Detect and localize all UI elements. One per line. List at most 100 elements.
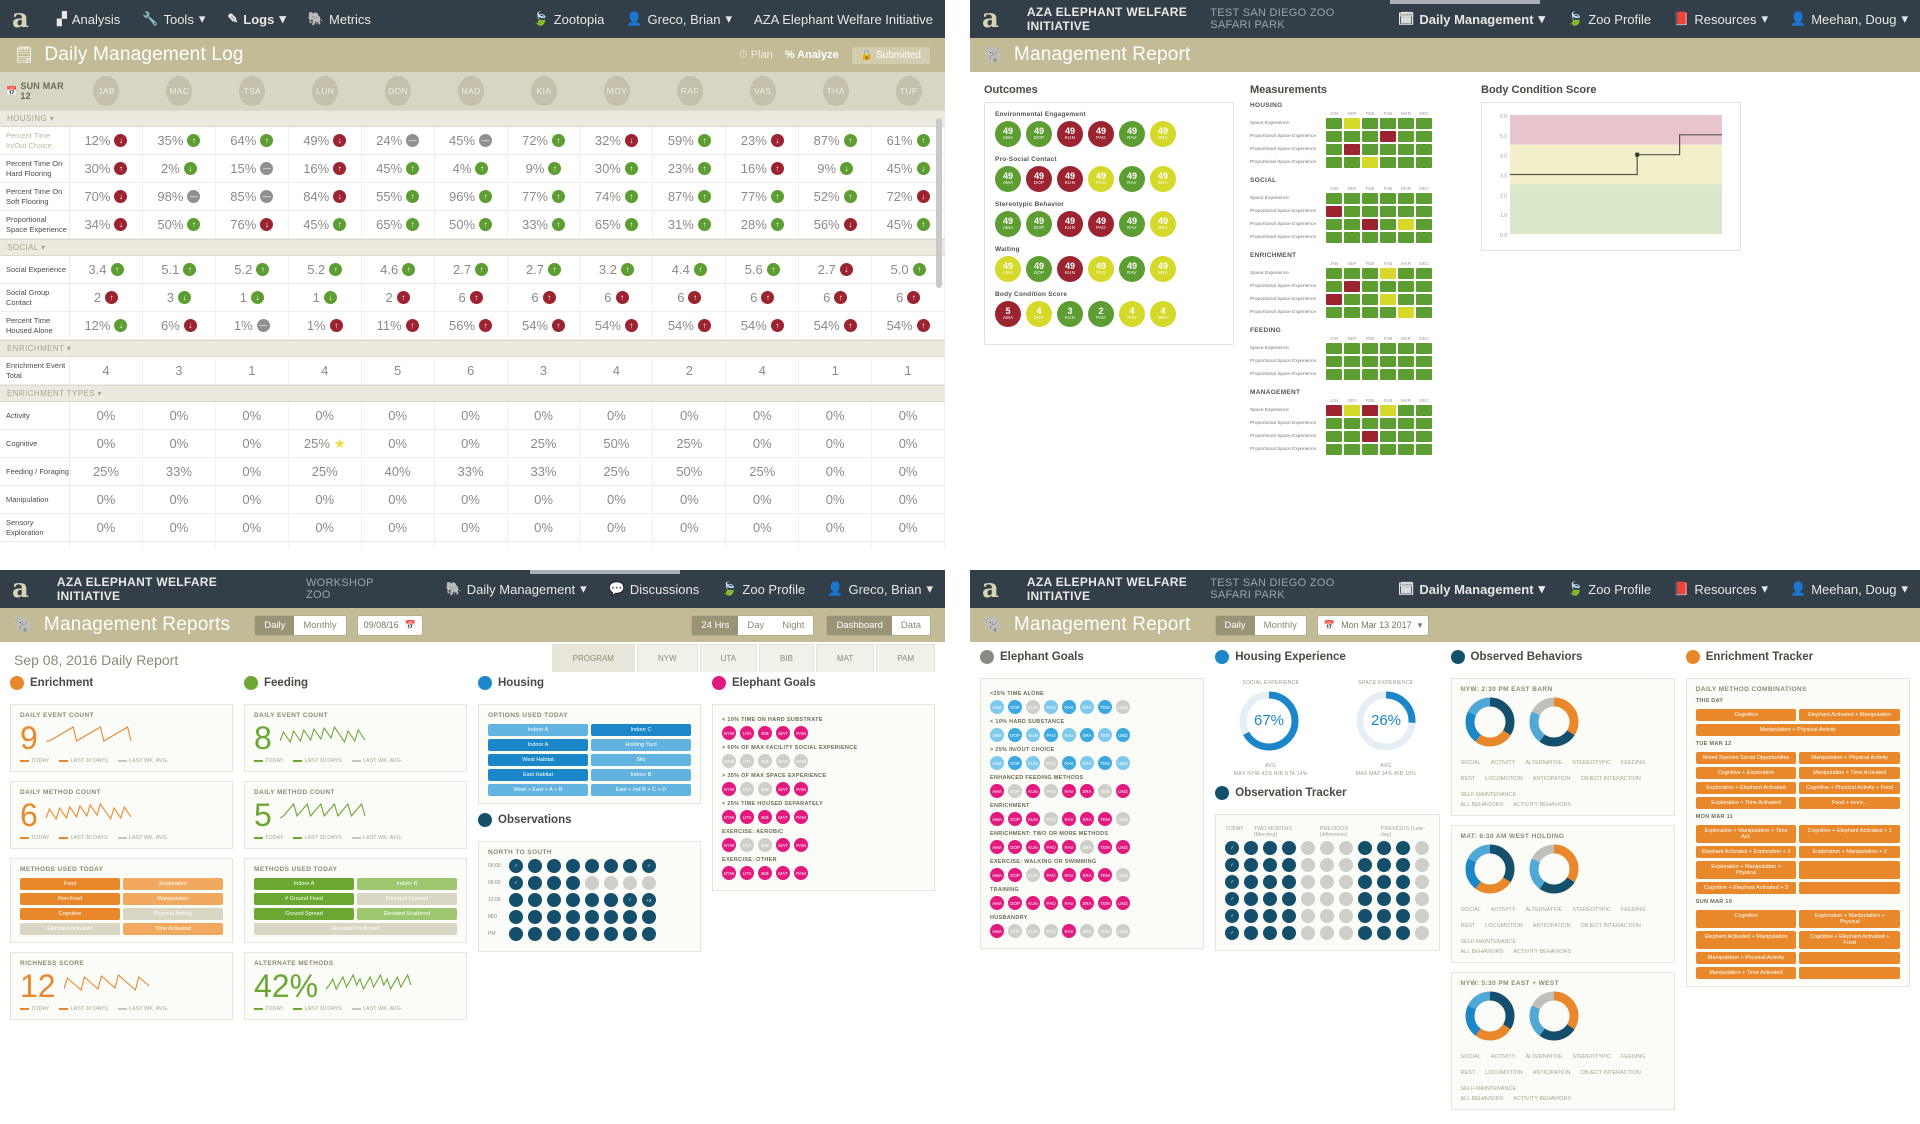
heatmap-cell[interactable] (1416, 343, 1432, 354)
goal-dot[interactable]: SRA (1080, 840, 1094, 854)
goal-dot[interactable]: DOP (1008, 756, 1022, 770)
table-cell[interactable]: 45% ↑ (872, 211, 945, 238)
table-cell[interactable]: 0% (653, 514, 727, 541)
tracker-dot[interactable] (1244, 875, 1259, 889)
elephant-col-10[interactable]: THA (799, 76, 872, 106)
tracker-dot[interactable] (1415, 926, 1430, 940)
table-cell[interactable]: 2.7 ↑ (435, 256, 508, 283)
heatmap-cell[interactable] (1344, 343, 1360, 354)
tracker-dot[interactable] (1301, 841, 1316, 855)
date-picker[interactable]: 09/08/16 📅 (356, 614, 423, 636)
heatmap-cell[interactable] (1344, 418, 1360, 429)
table-cell[interactable]: 0% (508, 402, 581, 429)
heatmap-cell[interactable] (1398, 118, 1414, 129)
method-chip[interactable]: West + East + A + B (488, 784, 588, 796)
table-cell[interactable]: 25% (70, 458, 143, 485)
goal-dot[interactable]: TEM (1098, 924, 1112, 938)
observation-dot[interactable] (547, 859, 561, 873)
enrichment-chip[interactable]: Exploration + Manipulation + Physical (1799, 910, 1900, 928)
table-cell[interactable]: 25% ★ (289, 430, 362, 457)
heatmap-cell[interactable] (1416, 281, 1432, 292)
table-cell[interactable]: 4.4 ↑ (653, 256, 727, 283)
goal-dot[interactable]: PAO (1044, 812, 1058, 826)
outcome-dot[interactable]: 49 PAO (1088, 211, 1114, 237)
outcome-dot[interactable]: 49 SRA (1150, 121, 1176, 147)
tracker-dot[interactable] (1320, 875, 1335, 889)
nav-resources[interactable]: 📕 Resources ▾ (1673, 581, 1768, 597)
elephant-col-8[interactable]: RAF (653, 76, 726, 106)
goal-dot[interactable]: KUN (1026, 924, 1040, 938)
heatmap-cell[interactable] (1416, 232, 1432, 243)
heatmap-cell[interactable] (1344, 232, 1360, 243)
enrichment-chip[interactable]: Manipulation + Time Activated (1799, 767, 1900, 779)
tracker-dot[interactable] (1263, 841, 1278, 855)
goal-dot[interactable]: SRA (1080, 756, 1094, 770)
observation-dot[interactable]: +2 (642, 893, 656, 907)
period-monthly[interactable]: Monthly (294, 615, 346, 635)
table-cell[interactable]: 28% ↑ (726, 211, 800, 238)
mode-toggle[interactable]: Dashboard Data (826, 614, 931, 636)
goal-dot[interactable]: PAO (1044, 756, 1058, 770)
goal-dot[interactable]: DOP (1008, 784, 1022, 798)
goal-dot[interactable]: PAO (1044, 728, 1058, 742)
table-cell[interactable]: 6 ↑ (726, 284, 800, 311)
method-chip[interactable]: Elephant Activated (20, 923, 120, 935)
heatmap-cell[interactable] (1326, 206, 1342, 217)
enrichment-chip[interactable]: Exploration + Manipulation + 2 (1799, 846, 1900, 858)
tracker-dot[interactable] (1377, 892, 1392, 906)
goal-dot[interactable]: RAV (1062, 784, 1076, 798)
heatmap-cell[interactable] (1380, 219, 1396, 230)
heatmap-cell[interactable] (1398, 356, 1414, 367)
mode-dashboard[interactable]: Dashboard (827, 615, 892, 635)
table-cell[interactable]: 98% — (143, 183, 216, 210)
goal-dot[interactable]: NYW (722, 838, 736, 852)
heatmap-cell[interactable] (1416, 118, 1432, 129)
outcome-dot[interactable]: 49 RAV (1119, 211, 1145, 237)
heatmap-cell[interactable] (1362, 131, 1378, 142)
tracker-check-icon[interactable]: ✓ (1225, 892, 1240, 906)
table-cell[interactable]: 5.2 ↑ (216, 256, 289, 283)
goal-dot[interactable]: UMZ (1116, 784, 1130, 798)
tracker-dot[interactable] (1282, 875, 1297, 889)
observation-dot[interactable] (604, 927, 618, 941)
observation-dot[interactable] (585, 910, 599, 924)
heatmap-cell[interactable] (1398, 418, 1414, 429)
tab-nyw[interactable]: NYW (636, 644, 698, 672)
table-cell[interactable]: 0% (216, 458, 289, 485)
status-badge[interactable]: 🔒 Submitted (850, 45, 931, 65)
dml-group-header[interactable]: HOUSING ▾ (0, 110, 945, 127)
outcome-dot[interactable]: 4 DOP (1026, 301, 1052, 327)
table-cell[interactable]: 30% ↑ (70, 155, 143, 182)
tab-pam[interactable]: PAM (876, 644, 935, 672)
heatmap-cell[interactable] (1362, 118, 1378, 129)
heatmap-cell[interactable] (1416, 294, 1432, 305)
enrichment-chip[interactable] (1799, 882, 1900, 894)
heatmap-cell[interactable] (1398, 369, 1414, 380)
heatmap-cell[interactable] (1344, 431, 1360, 442)
goal-dot[interactable]: SRA (1080, 924, 1094, 938)
table-cell[interactable]: 4 (580, 357, 654, 384)
enrichment-chip[interactable]: Mixed Species Social Opportunities (1695, 752, 1797, 764)
app-logo-icon[interactable]: a (12, 4, 29, 34)
observation-dot[interactable] (528, 910, 542, 924)
observation-dot[interactable] (566, 893, 580, 907)
elephant-col-4[interactable]: DON (362, 76, 435, 106)
nav-initiative[interactable]: AZA Elephant Welfare Initiative (754, 11, 933, 27)
outcome-dot[interactable]: 49 SRA (1150, 256, 1176, 282)
enrichment-chip[interactable] (1799, 861, 1900, 879)
heatmap-cell[interactable] (1380, 356, 1396, 367)
table-cell[interactable]: 64% ↑ (216, 127, 289, 154)
observation-dot[interactable]: ✓ (509, 859, 523, 873)
goal-dot[interactable]: PAO (1044, 868, 1058, 882)
goal-dot[interactable]: TEM (1098, 812, 1112, 826)
tracker-dot[interactable] (1301, 926, 1316, 940)
tracker-dot[interactable] (1244, 841, 1259, 855)
observation-dot[interactable] (585, 859, 599, 873)
heatmap-cell[interactable] (1344, 131, 1360, 142)
method-chip[interactable]: Food (20, 878, 120, 890)
table-cell[interactable]: 0% (216, 430, 289, 457)
table-cell[interactable]: 0% (362, 486, 435, 513)
table-cell[interactable]: 5.1 ↑ (143, 256, 216, 283)
table-cell[interactable]: 54% ↑ (726, 312, 800, 339)
table-cell[interactable]: 77% ↑ (508, 183, 581, 210)
